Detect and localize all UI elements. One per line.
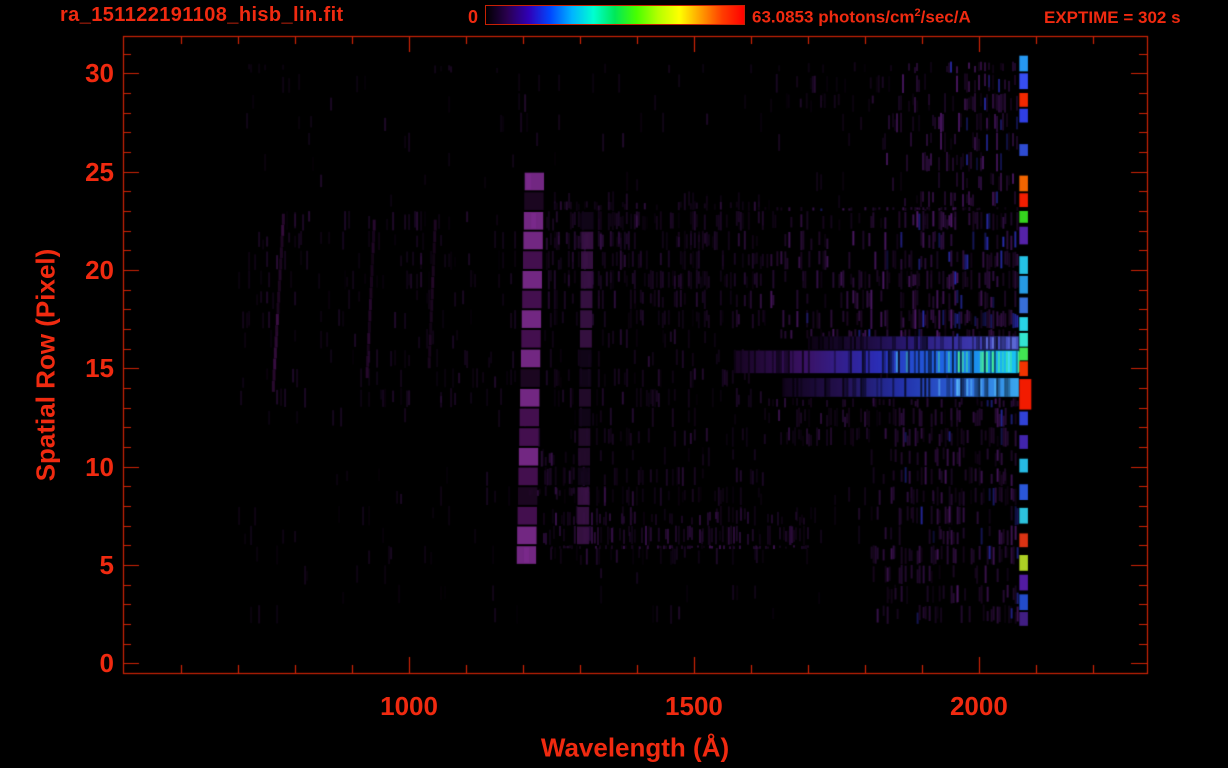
plot-title: ra_151122191108_hisb_lin.fit bbox=[60, 4, 344, 26]
colorbar-min-label: 0 bbox=[467, 7, 478, 27]
colorbar-max-label: 63.0853 photons/cm2/sec/A bbox=[752, 7, 971, 28]
y-tick-label: 30 bbox=[85, 58, 114, 89]
y-tick-label: 5 bbox=[99, 549, 114, 580]
colorbar-unit-sup: 2 bbox=[914, 7, 921, 19]
y-tick-label: 15 bbox=[85, 353, 114, 384]
y-tick-label: 20 bbox=[85, 254, 114, 285]
y-tick-label: 10 bbox=[85, 451, 114, 482]
x-tick-label: 1000 bbox=[380, 691, 438, 721]
y-tick-label: 0 bbox=[99, 648, 114, 679]
exptime-label: EXPTIME = 302 s bbox=[1044, 8, 1181, 27]
colorbar-gradient bbox=[485, 5, 745, 25]
y-tick-label: 25 bbox=[85, 156, 114, 187]
x-tick-label: 1500 bbox=[665, 691, 723, 721]
colorbar-unit-post: /sec/A bbox=[920, 7, 971, 27]
x-axis-title: Wavelength (Å) bbox=[540, 732, 730, 763]
colorbar-unit-pre: photons/cm bbox=[818, 7, 915, 27]
colorbar-max-value: 63.0853 bbox=[752, 7, 814, 27]
x-tick-label: 2000 bbox=[949, 691, 1008, 721]
